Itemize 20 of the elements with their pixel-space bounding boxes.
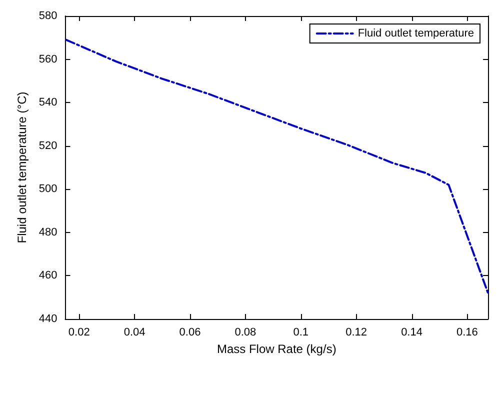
- x-tick-label: 0.06: [179, 326, 201, 338]
- legend-label: Fluid outlet temperature: [358, 28, 474, 40]
- x-tick-label: 0.16: [456, 326, 478, 338]
- y-tick-label: 440: [38, 313, 58, 325]
- y-tick-label: 580: [38, 10, 58, 22]
- x-tick-label: 0.12: [346, 326, 368, 338]
- line-series: [65, 38, 489, 294]
- y-tick-label: 480: [38, 226, 58, 238]
- y-tick-label: 520: [38, 140, 58, 152]
- x-tick-label: 0.14: [401, 326, 422, 338]
- y-axis-title: Fluid outlet temperature (°C): [15, 92, 29, 244]
- x-tick-label: 0.04: [124, 326, 146, 338]
- y-tick-label: 540: [38, 96, 58, 109]
- x-tick-label: 0.02: [68, 326, 90, 338]
- x-tick-label: 0.1: [293, 326, 309, 338]
- y-tick-label: 460: [38, 270, 58, 282]
- y-tick-label: 500: [38, 183, 58, 196]
- x-axis-title: Mass Flow Rate (kg/s): [216, 342, 336, 356]
- y-tick-label: 560: [38, 53, 58, 66]
- x-tick-label: 0.08: [234, 326, 256, 338]
